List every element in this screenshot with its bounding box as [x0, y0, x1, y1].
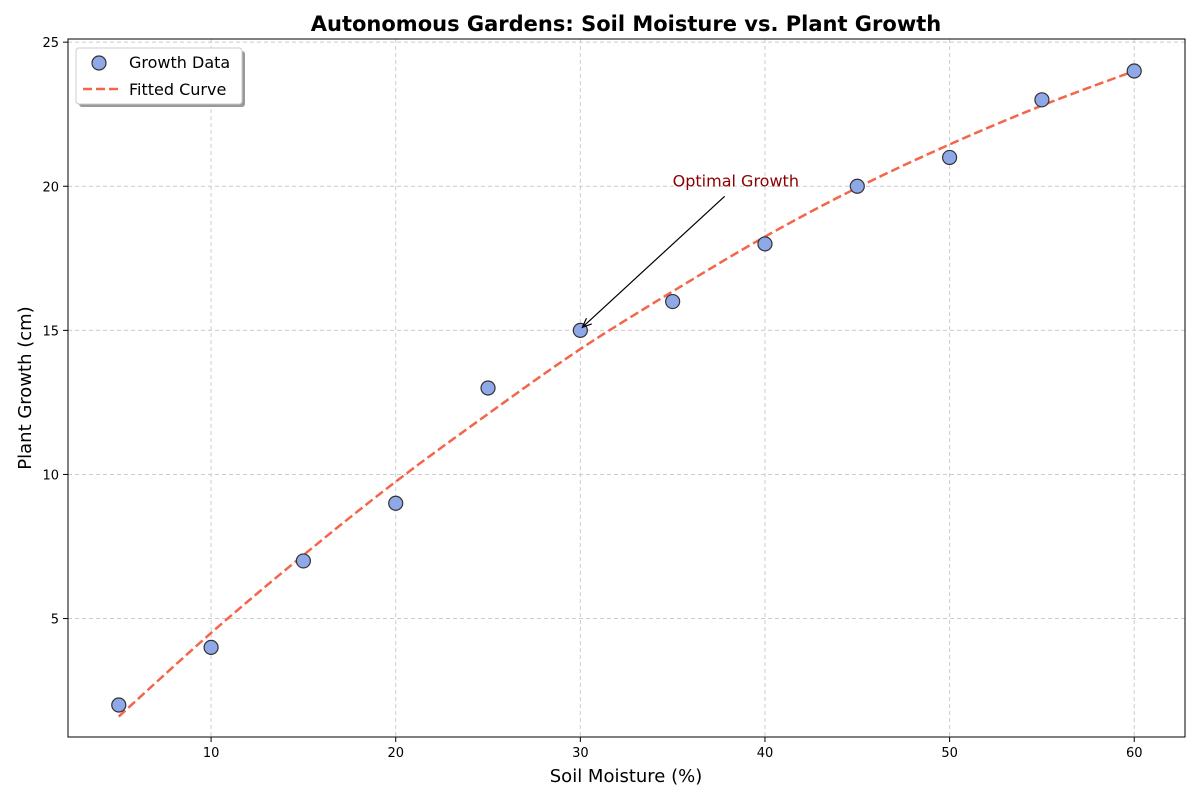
y-tick-label: 15: [42, 324, 59, 339]
growth-data-point: [480, 380, 496, 396]
legend-marker-growth-data: [91, 55, 107, 71]
growth-data-point: [941, 149, 958, 166]
growth-data-point: [849, 178, 865, 194]
legend-label-growth-data: Growth Data: [129, 53, 230, 72]
chart-title: Autonomous Gardens: Soil Moisture vs. Pl…: [311, 12, 941, 36]
axes: 10 20 30 40 50 60 5 10 15 20 25: [42, 36, 1186, 761]
fitted-curve-line: [117, 69, 1135, 718]
y-tick-label: 5: [51, 613, 59, 628]
y-tick-label: 20: [42, 180, 59, 195]
legend-label-fitted-curve: Fitted Curve: [129, 80, 226, 99]
y-tick-label: 25: [42, 36, 59, 51]
x-tick-label: 40: [757, 746, 774, 761]
grid: [68, 39, 1185, 737]
x-tick-label: 20: [387, 746, 404, 761]
y-tick-label: 10: [42, 468, 59, 483]
y-axis-label: Plant Growth (cm): [15, 306, 36, 469]
plot-frame: [67, 38, 1186, 738]
growth-data-point: [1034, 92, 1050, 108]
annotation-label: Optimal Growth: [673, 171, 799, 190]
annotation-arrow: [581, 195, 726, 328]
x-tick-label: 50: [941, 746, 958, 761]
growth-data-point: [203, 639, 219, 655]
annotations: Optimal Growth: [581, 171, 799, 329]
growth-data-point: [757, 236, 773, 252]
annotation-arrow-head: [581, 318, 592, 329]
series: [111, 63, 1142, 718]
x-tick-label: 60: [1126, 746, 1143, 761]
x-tick-label: 30: [572, 746, 589, 761]
growth-data-point: [388, 495, 404, 511]
growth-data-point: [295, 553, 312, 569]
growth-data-point: [665, 293, 681, 310]
x-tick-label: 10: [203, 746, 220, 761]
growth-data-point: [1126, 63, 1142, 79]
x-axis-label: Soil Moisture (%): [550, 766, 703, 787]
growth-data-point: [111, 697, 127, 713]
legend: Growth Data Fitted Curve: [75, 47, 245, 107]
